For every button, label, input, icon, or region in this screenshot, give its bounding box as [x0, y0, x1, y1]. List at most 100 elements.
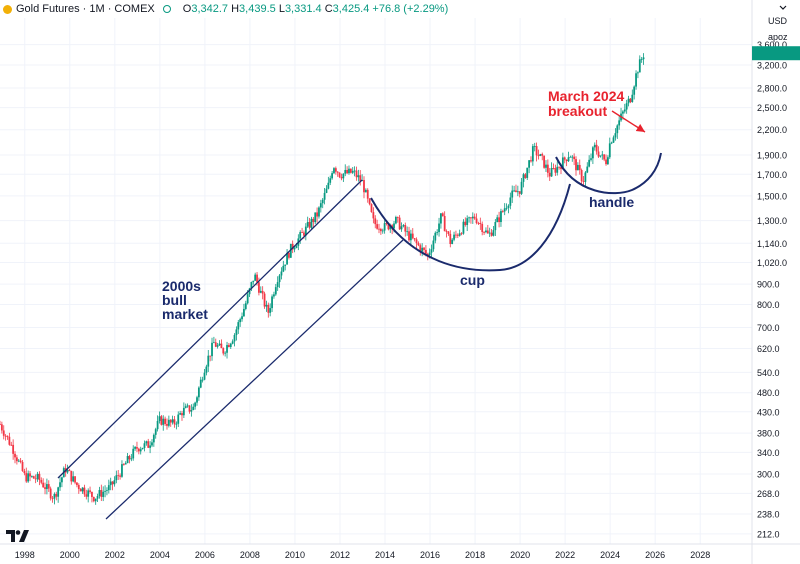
candle-body [400, 226, 403, 230]
candle-body [453, 234, 455, 240]
candle-body [224, 352, 227, 354]
chevron-down-icon[interactable] [779, 5, 787, 10]
candle-body [631, 94, 634, 103]
candle-body [503, 208, 506, 212]
candle-body [169, 419, 172, 423]
y-tick-label: 238.0 [757, 509, 780, 519]
candle-body [481, 224, 484, 232]
candle-body [488, 232, 491, 234]
candle-body [417, 243, 420, 246]
candle-body [12, 444, 15, 454]
candle-body [455, 234, 457, 236]
candle-body [383, 223, 386, 231]
candle-body [421, 247, 424, 252]
candle-body [233, 335, 236, 342]
candle-body [175, 423, 178, 425]
candle-body [364, 189, 367, 193]
candle-body [548, 172, 551, 177]
candle-body [205, 366, 208, 373]
currency-label[interactable]: USD [768, 16, 788, 26]
candle-body [460, 233, 463, 235]
candle-body [282, 265, 285, 272]
candle-body [244, 303, 247, 309]
candle-body [584, 172, 587, 182]
y-tick-label: 3,200.0 [757, 60, 787, 70]
candle-body [340, 177, 343, 179]
candle-body [524, 174, 527, 178]
candle-body [526, 167, 529, 178]
candle-body [556, 166, 559, 173]
candle-body [546, 164, 549, 173]
x-tick-label: 2006 [195, 550, 215, 560]
candle-body [126, 456, 129, 464]
candle-body [470, 217, 472, 219]
candle-body [462, 221, 465, 234]
candle-body [554, 168, 557, 173]
y-tick-label: 380.0 [757, 429, 780, 439]
candle-body [201, 379, 204, 381]
candle-body [293, 248, 296, 250]
candle-body [34, 478, 37, 480]
x-tick-label: 2002 [105, 550, 125, 560]
y-tick-label: 900.0 [757, 280, 780, 290]
candle-body [188, 405, 191, 412]
candle-body [642, 57, 645, 60]
candle-body [344, 169, 347, 174]
tradingview-logo-icon[interactable] [6, 530, 29, 542]
y-tick-label: 268.0 [757, 489, 780, 499]
candle-body [15, 457, 18, 462]
symbol-title[interactable]: Gold Futures · 1M · COMEX [16, 3, 155, 15]
x-tick-label: 2020 [510, 550, 530, 560]
candle-body [61, 477, 63, 483]
candle-body [319, 203, 322, 208]
candle-body [199, 379, 202, 388]
candle-body [212, 342, 215, 344]
candle-body [66, 469, 69, 473]
candle-body [156, 420, 159, 430]
candle-body [179, 413, 182, 415]
candle-body [404, 225, 407, 232]
candle-body [59, 482, 61, 488]
candle-body [567, 157, 570, 162]
y-tick-label: 800.0 [757, 300, 780, 310]
candle-body [259, 290, 262, 293]
price-axis[interactable]: 212.0 238.0 268.0 300.0 340.0 380.0 430.0 480.0… [751, 0, 800, 564]
candle-body [91, 491, 93, 497]
chart-grid [0, 18, 752, 544]
candle-body [355, 170, 358, 178]
candle-body [299, 232, 302, 239]
time-axis[interactable]: 1998 2000 2002 2004 2006 2008 2010 2012 2014 2016… [0, 543, 800, 560]
candle-body [164, 418, 167, 424]
y-tick-label: 212.0 [757, 529, 780, 539]
candle-body [539, 154, 542, 156]
candle-body [218, 343, 221, 346]
candle-body [81, 487, 84, 492]
candle-body [151, 442, 153, 446]
candle-body [288, 252, 290, 258]
candle-body [618, 120, 621, 126]
candle-body [265, 304, 268, 307]
handle-label: handle [589, 194, 634, 210]
candle-body [530, 160, 532, 162]
candle-body [271, 296, 273, 309]
candle-body [490, 232, 493, 236]
ohlc-high: 3,439.5 [239, 3, 276, 15]
candle-body [228, 345, 230, 348]
candle-body [301, 232, 303, 233]
candle-body [139, 449, 142, 452]
candle-body [6, 435, 9, 437]
candle-body [104, 490, 106, 492]
candle-body [284, 264, 287, 266]
candle-body [280, 271, 283, 276]
unit-label[interactable]: apoz [768, 32, 788, 42]
candle-body [513, 190, 515, 192]
ohlc-close: 3,425.4 [332, 3, 370, 15]
candle-body [254, 274, 257, 281]
candle-body [599, 155, 602, 157]
candle-body [160, 416, 163, 425]
candle-body [385, 223, 388, 224]
candle-body [640, 59, 643, 60]
candle-body [485, 230, 487, 233]
candle-body [134, 447, 136, 449]
